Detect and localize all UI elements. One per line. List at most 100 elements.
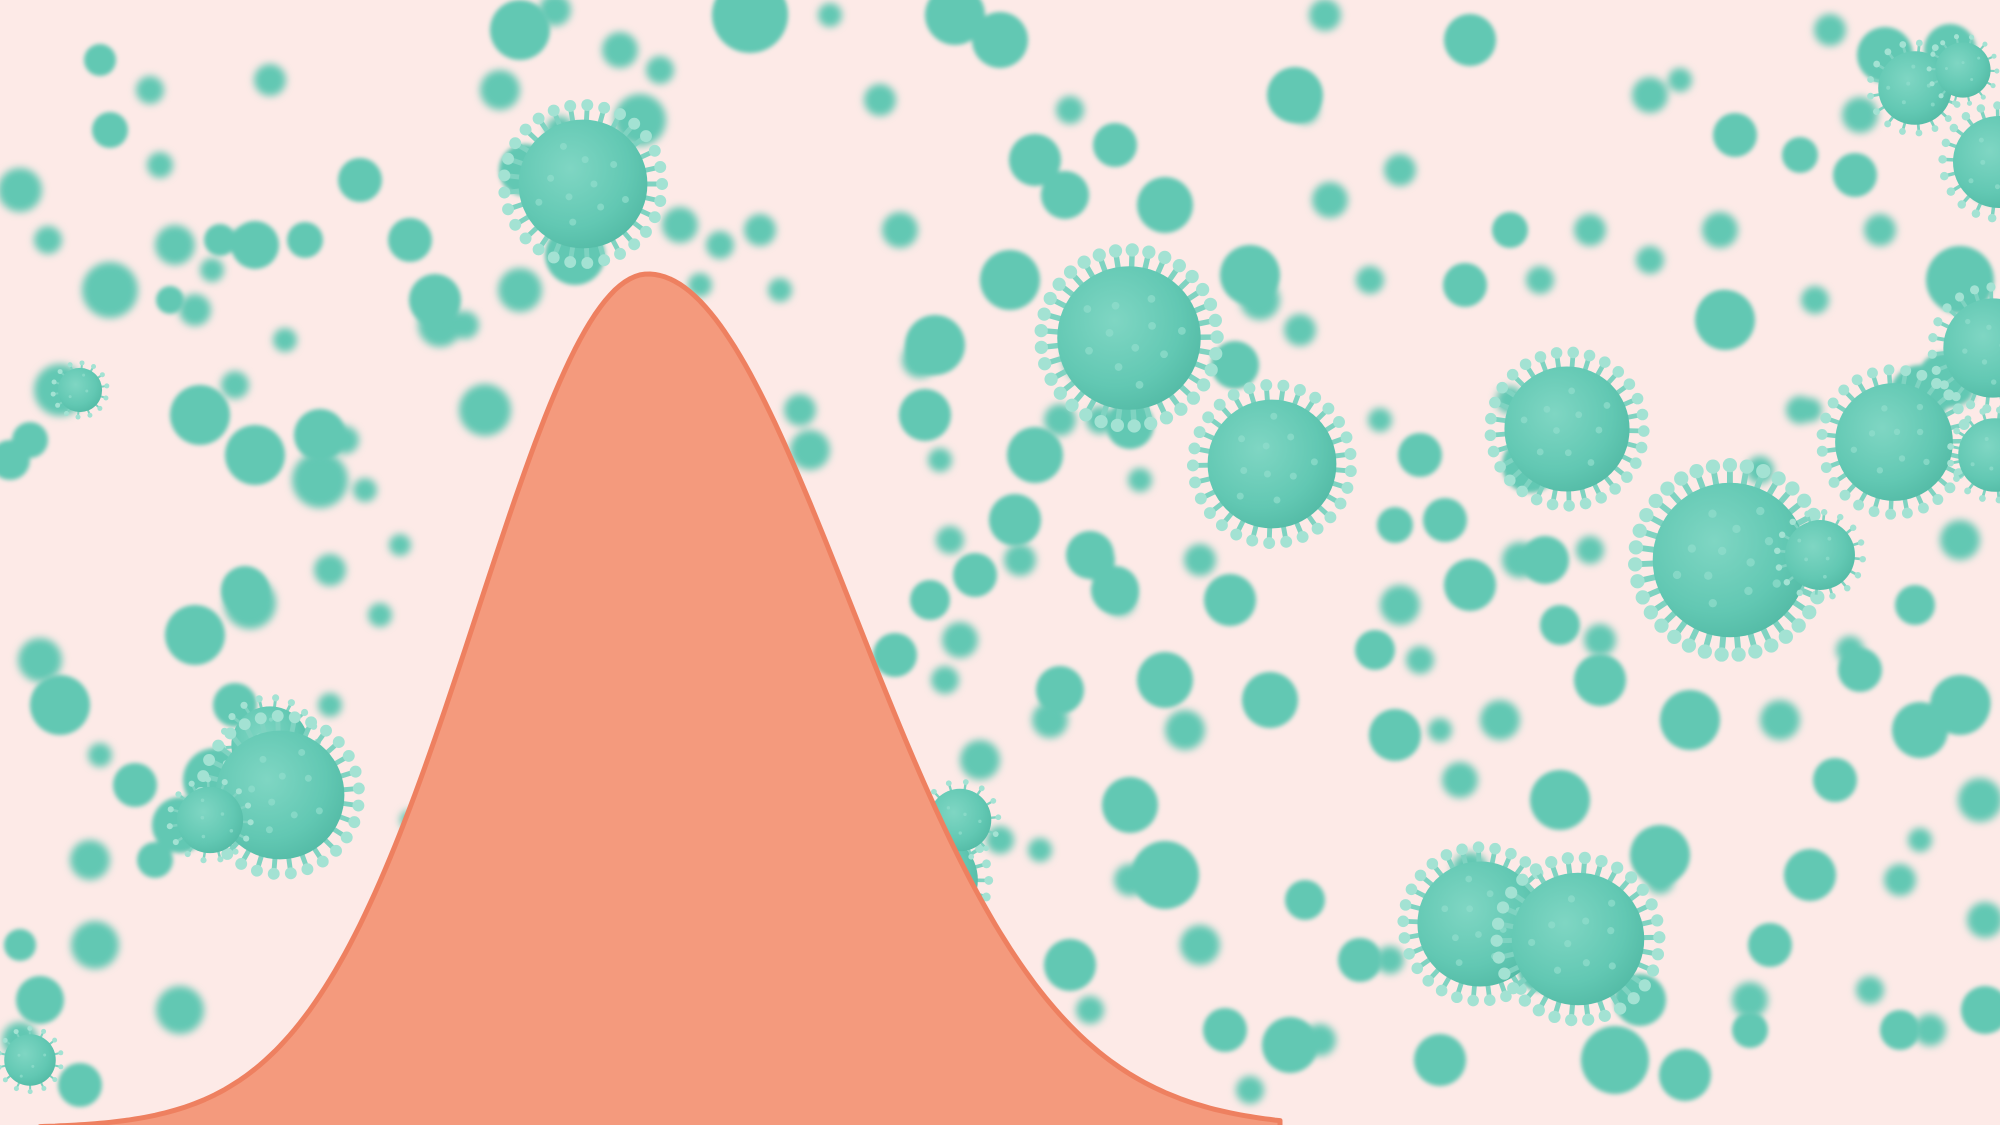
virus-spike-tip [13, 1029, 19, 1035]
virus-spike-tip [1646, 964, 1660, 977]
virus-spike-tip [532, 243, 545, 256]
virus-spike-tip [284, 867, 297, 880]
virus-body [1953, 116, 2000, 208]
virus-spike-tip [1899, 128, 1906, 135]
virus-spike-tip [1756, 463, 1771, 479]
virus-surface-dot [1994, 184, 2000, 190]
virus-particle-icon [980, 250, 1040, 310]
virus-spike-tip [1884, 120, 1892, 128]
virus-surface-dot [1756, 506, 1765, 516]
virus-particle-icon [58, 1063, 102, 1107]
virus-particle-icon [200, 258, 224, 282]
virus-spike-tip [224, 727, 237, 740]
virus-spike-tip [1949, 123, 1959, 133]
virus-surface-dot [1672, 570, 1682, 580]
virus-surface-dot [43, 1053, 47, 1057]
virus-spike-tip [1857, 539, 1865, 546]
virus-spike-tip [2, 1037, 8, 1043]
virus-surface-dot [1085, 346, 1093, 355]
virus-surface-dot [1906, 81, 1911, 86]
virus-spike-tip [1213, 398, 1226, 411]
virus-surface-dot [1486, 890, 1494, 898]
virus-particle-icon [1784, 849, 1836, 901]
virus-spike-tip [1820, 509, 1828, 516]
virus-spike-tip [188, 780, 195, 787]
virus-surface-dot [1930, 102, 1935, 107]
virus-spike-tip [975, 844, 985, 853]
virus-surface-dot [265, 826, 273, 834]
virus-particle-icon [353, 478, 377, 502]
virus-surface-dot [1147, 294, 1156, 303]
virus-spike-tip [1044, 372, 1058, 386]
virus-surface-dot [220, 812, 225, 816]
virus-surface-dot [1603, 402, 1611, 409]
virus-surface-dot [1984, 436, 1989, 441]
virus-spike-tip [243, 835, 250, 842]
virus-particle-icon [1414, 1034, 1466, 1086]
virus-spike-tip [1797, 493, 1812, 508]
virus-particle-icon [1490, 851, 1666, 1027]
virus-particle-icon [1895, 585, 1935, 625]
virus-spike-tip [267, 867, 280, 880]
virus-spike-tip [1838, 384, 1850, 396]
virus-particle-icon [1530, 770, 1590, 830]
virus-spike-tip [172, 838, 179, 846]
virus-spike-tip [1334, 497, 1347, 510]
virus-spike-tip [1583, 349, 1596, 362]
virus-spike-tip [1931, 44, 1939, 52]
virus-spike-tip [349, 765, 362, 778]
virus-particle-icon [1369, 709, 1421, 761]
virus-spike-tip [581, 99, 594, 111]
virus-spike-tip [1917, 502, 1929, 514]
virus-spike-tip [1189, 476, 1202, 489]
virus-spike-tip [1630, 457, 1642, 469]
virus-spike-tip [598, 254, 611, 267]
virus-surface-dot [1567, 895, 1576, 903]
virus-spike-tip [1186, 459, 1199, 472]
virus-particle-icon [1444, 559, 1496, 611]
virus-surface-dot [581, 156, 589, 164]
virus-spike-tip [1933, 317, 1943, 327]
virus-particle-icon [225, 425, 285, 485]
virus-particle-icon [1444, 14, 1496, 66]
virus-particle-icon [147, 152, 173, 178]
virus-surface-dot [946, 806, 951, 810]
virus-spike-tip [1625, 871, 1638, 884]
virus-spike-tip [1645, 898, 1658, 911]
virus-particle-icon [1732, 1012, 1768, 1048]
virus-spike-tip [1333, 416, 1345, 428]
virus-spike-tip [1648, 493, 1663, 509]
virus-particle-icon [1034, 243, 1224, 433]
virus-spike-tip [1638, 979, 1651, 992]
virus-spike-tip [1636, 883, 1649, 896]
virus-particle-icon [1856, 976, 1884, 1004]
virus-spike-tip [1227, 388, 1240, 401]
virus-surface-dot [1263, 470, 1271, 478]
virus-spike-tip [1867, 92, 1874, 100]
virus-spike-tip [1411, 962, 1424, 975]
virus-surface-dot [290, 811, 298, 819]
virus-body [1943, 298, 2000, 398]
virus-spike-tip [1931, 378, 1942, 389]
virus-spike-tip [1774, 547, 1781, 555]
virus-spike-tip [995, 814, 1002, 821]
virus-spike-tip [1246, 534, 1259, 547]
virus-surface-dot [1911, 64, 1916, 69]
virus-spike-tip [1940, 171, 1949, 181]
virus-spike-tip [648, 144, 661, 157]
virus-particle-icon [1801, 286, 1829, 314]
virus-spike-tip [1944, 482, 1956, 494]
virus-spike-tip [221, 779, 228, 786]
virus-spike-tip [648, 211, 661, 224]
virus-spike-tip [1632, 523, 1647, 538]
virus-body [1504, 366, 1630, 492]
virus-particle-icon [4, 929, 36, 961]
virus-spike-tip [498, 186, 511, 199]
virus-spike-tip [1635, 441, 1648, 454]
virus-spike-tip [67, 362, 73, 368]
virus-spike-tip [1883, 364, 1895, 376]
virus-particle-icon [1165, 710, 1205, 750]
virus-surface-dot [1886, 85, 1891, 90]
virus-particle-icon [873, 633, 917, 677]
virus-surface-dot [1466, 905, 1474, 913]
